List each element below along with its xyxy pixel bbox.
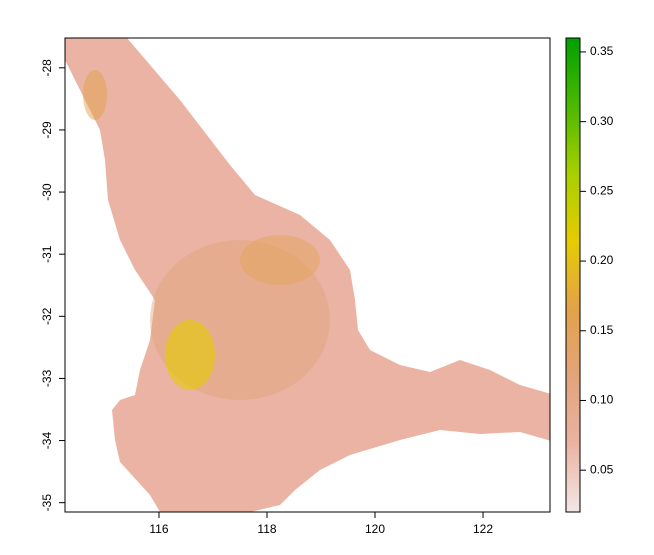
x-tick-label: 120	[365, 522, 385, 536]
colorbar-tick-label: 0.15	[590, 323, 614, 337]
colorbar-tick-label: 0.10	[590, 393, 614, 407]
raster-region	[65, 38, 550, 512]
y-tick-label: -30	[40, 183, 54, 201]
y-tick-label: -28	[40, 59, 54, 77]
colorbar-tick-label: 0.30	[590, 114, 614, 128]
plot-frame	[64, 37, 551, 513]
colorbar-tick-label: 0.05	[590, 462, 614, 476]
raster	[65, 38, 550, 512]
y-tick-label: -34	[40, 432, 54, 450]
x-tick-label: 118	[257, 522, 276, 536]
raster-patch	[83, 70, 107, 120]
colorbar-tick-label: 0.20	[590, 253, 614, 267]
y-tick-label: -29	[40, 121, 54, 139]
raster-patch	[165, 320, 215, 390]
colorbar-tick-label: 0.25	[590, 184, 614, 198]
raster-patch	[240, 235, 320, 285]
x-tick-label: 116	[149, 522, 168, 536]
y-tick-label: -35	[40, 494, 54, 512]
y-tick-label: -31	[40, 245, 54, 263]
y-tick-label: -32	[40, 307, 54, 325]
y-tick-label: -33	[40, 369, 54, 387]
colorbar	[565, 37, 581, 513]
x-tick-label: 122	[473, 522, 493, 536]
colorbar-tick-label: 0.35	[590, 44, 614, 58]
